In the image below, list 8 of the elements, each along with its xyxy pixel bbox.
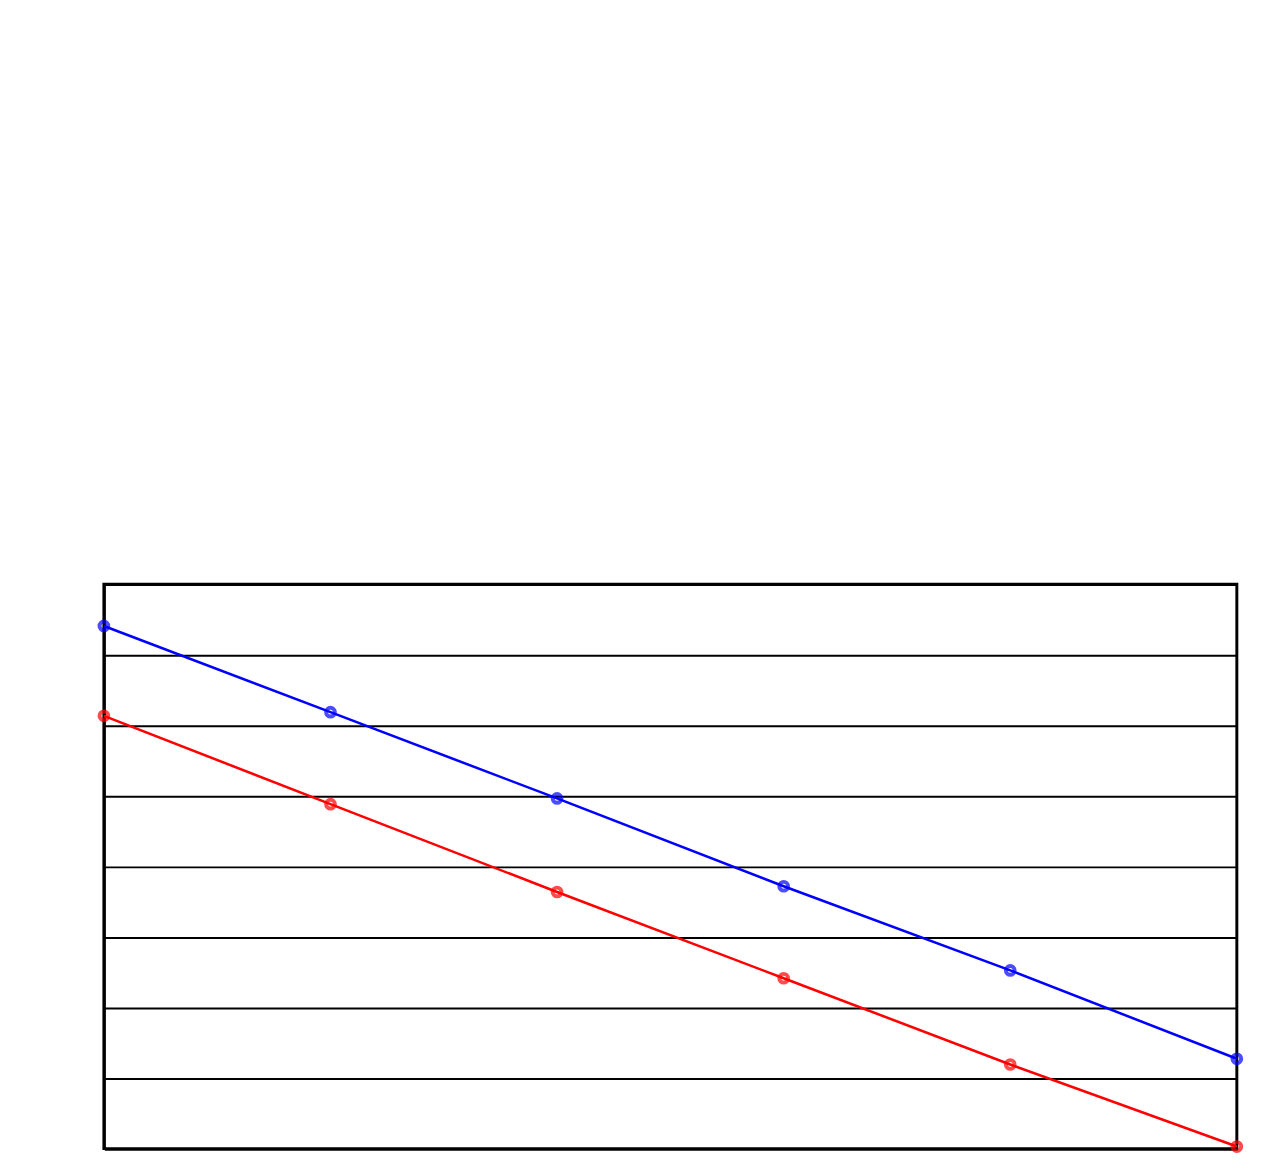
point xyxy=(550,792,564,805)
point xyxy=(550,885,564,899)
point xyxy=(324,705,337,719)
point xyxy=(324,797,337,811)
point xyxy=(777,971,790,985)
point xyxy=(1003,964,1017,977)
point xyxy=(1003,1058,1017,1071)
point xyxy=(777,879,790,893)
